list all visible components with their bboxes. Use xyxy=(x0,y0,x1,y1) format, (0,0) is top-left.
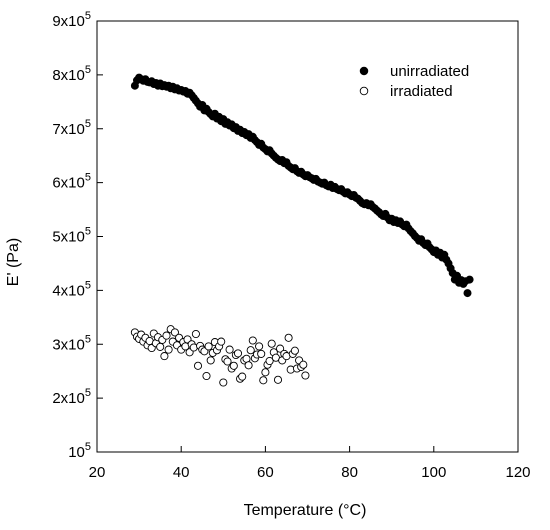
data-point-irradiated xyxy=(219,378,228,387)
data-point-irradiated xyxy=(225,345,234,354)
data-point-irradiated xyxy=(299,360,308,369)
x-tick-label: 100 xyxy=(421,464,446,481)
legend: unirradiated irradiated xyxy=(359,63,469,100)
x-axis-ticks: 20 40 60 80 100 120 xyxy=(89,446,531,481)
legend-label-irradiated: irradiated xyxy=(390,83,453,100)
series-unirradiated xyxy=(130,73,474,298)
data-point-irradiated xyxy=(267,339,276,348)
data-point-irradiated xyxy=(204,342,213,351)
data-point-irradiated xyxy=(255,342,264,351)
data-series-layer xyxy=(130,73,474,387)
y-axis-title: E' (Pa) xyxy=(5,238,22,286)
data-point-irradiated xyxy=(156,342,165,351)
data-point-irradiated xyxy=(162,331,171,340)
data-point-irradiated xyxy=(160,352,169,361)
data-point-unirradiated xyxy=(465,275,474,284)
data-point-irradiated xyxy=(248,336,257,345)
data-point-irradiated xyxy=(217,337,226,346)
data-point-irradiated xyxy=(261,368,270,377)
series-irradiated xyxy=(130,325,310,387)
data-point-unirradiated xyxy=(463,289,472,298)
y-tick-label: 4x105 xyxy=(52,279,91,299)
data-point-irradiated xyxy=(244,361,253,370)
y-tick-label: 3x105 xyxy=(52,333,91,353)
y-tick-label: 6x105 xyxy=(52,172,91,192)
data-point-irradiated xyxy=(301,371,310,380)
data-point-irradiated xyxy=(246,346,255,355)
legend-marker-unirradiated xyxy=(359,66,369,76)
x-tick-label: 20 xyxy=(89,464,106,481)
x-tick-label: 40 xyxy=(173,464,190,481)
x-tick-label: 80 xyxy=(341,464,358,481)
data-point-irradiated xyxy=(202,371,211,381)
y-tick-label: 2x105 xyxy=(52,387,91,407)
data-point-irradiated xyxy=(257,349,266,358)
data-point-irradiated xyxy=(238,372,247,381)
data-point-irradiated xyxy=(193,361,203,370)
data-point-irradiated xyxy=(170,328,179,337)
data-point-irradiated xyxy=(164,345,173,354)
x-tick-label: 60 xyxy=(257,464,274,481)
y-axis-ticks: 105 2x105 3x105 4x105 5x105 6x105 7x105 8x105 9x… xyxy=(52,10,103,461)
legend-label-unirradiated: unirradiated xyxy=(390,63,469,80)
x-axis-title: Temperature (°C) xyxy=(244,502,367,519)
data-point-irradiated xyxy=(229,361,238,370)
data-point-irradiated xyxy=(284,333,293,342)
data-point-irradiated xyxy=(233,349,243,358)
y-tick-label: 5x105 xyxy=(52,226,91,246)
data-point-irradiated xyxy=(276,344,285,353)
y-tick-label: 8x105 xyxy=(52,64,91,84)
data-point-irradiated xyxy=(273,375,283,384)
legend-marker-irradiated xyxy=(359,86,369,96)
y-tick-label: 7x105 xyxy=(52,118,91,138)
data-point-irradiated xyxy=(290,346,299,355)
data-point-irradiated xyxy=(265,356,274,366)
x-tick-label: 120 xyxy=(505,464,530,481)
data-point-irradiated xyxy=(206,356,215,365)
y-tick-label: 105 xyxy=(68,441,91,461)
y-tick-label: 9x105 xyxy=(52,10,91,30)
data-point-irradiated xyxy=(259,376,268,385)
data-point-irradiated xyxy=(191,329,200,339)
data-point-irradiated xyxy=(223,357,232,366)
